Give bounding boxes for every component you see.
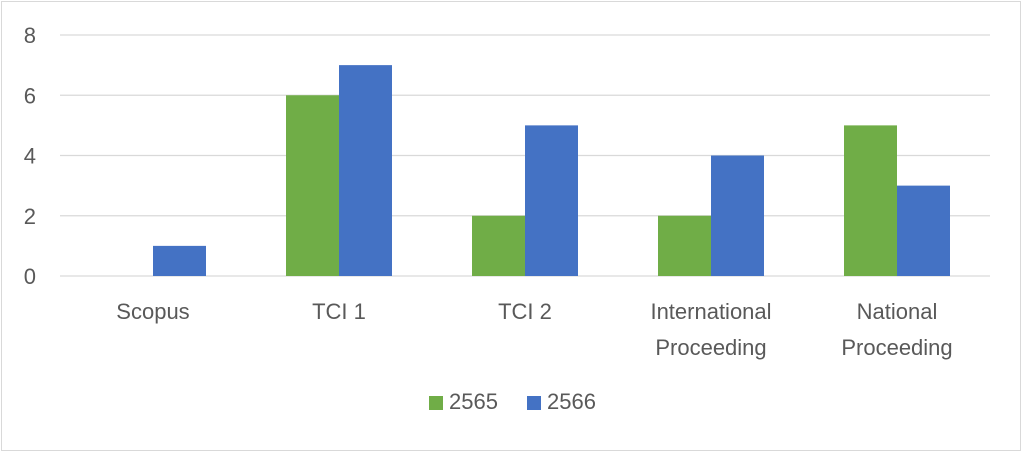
legend-swatch-2565 <box>429 396 443 410</box>
bar-2566-4 <box>897 185 950 276</box>
category-label: TCI 1 <box>312 299 366 324</box>
bar-2565-2 <box>472 215 525 276</box>
bar-2565-3 <box>658 215 711 276</box>
bar-2565-4 <box>844 125 897 276</box>
y-tick-label: 6 <box>24 83 36 108</box>
bar-2566-3 <box>711 155 764 276</box>
legend-swatch-2566 <box>527 396 541 410</box>
y-tick-label: 2 <box>24 204 36 229</box>
bar-2566-2 <box>525 125 578 276</box>
bar-2566-0 <box>153 245 206 276</box>
category-label: Scopus <box>116 299 189 324</box>
category-label: International <box>650 299 771 324</box>
y-tick-label: 8 <box>24 23 36 48</box>
legend-label: 2566 <box>547 389 596 414</box>
category-label: TCI 2 <box>498 299 552 324</box>
y-tick-label: 0 <box>24 264 36 289</box>
category-label: Proceeding <box>841 335 952 360</box>
legend-label: 2565 <box>449 389 498 414</box>
bar-2565-1 <box>286 95 339 276</box>
bar-2566-1 <box>339 65 392 276</box>
y-tick-label: 4 <box>24 144 36 169</box>
category-label: National <box>857 299 938 324</box>
category-label: Proceeding <box>655 335 766 360</box>
